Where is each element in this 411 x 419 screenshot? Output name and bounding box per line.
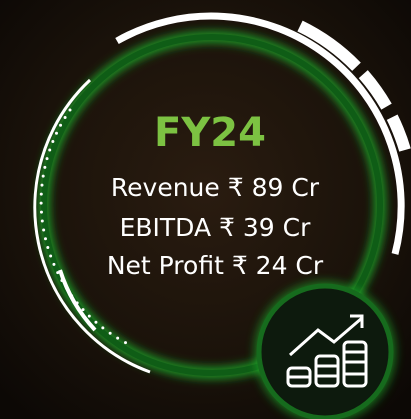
line: EBITDA ₹ 39 Cr [120,213,312,242]
line: Revenue ₹ 89 Cr [111,173,320,202]
title: FY24 [154,110,266,156]
graphic: FY24 Revenue ₹ 89 Cr EBITDA ₹ 39 Cr Net … [0,0,411,419]
line: Net Profit ₹ 24 Cr [107,251,324,280]
icon-circle [259,286,391,418]
